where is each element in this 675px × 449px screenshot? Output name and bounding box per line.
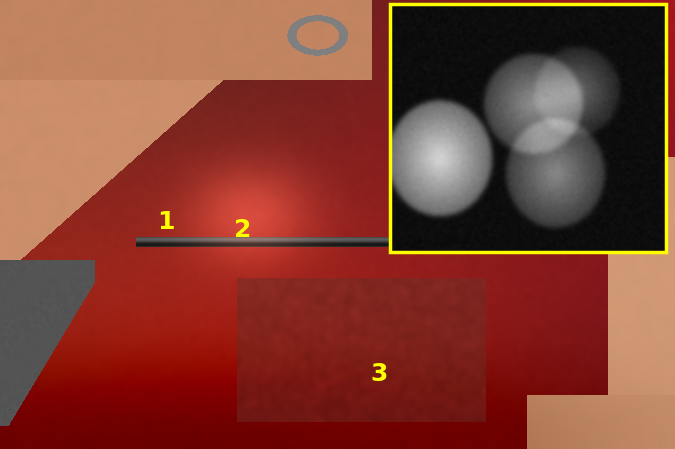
Bar	[390, 4, 666, 252]
Text: 3: 3	[371, 361, 388, 386]
Text: 1: 1	[157, 210, 174, 234]
Text: 2: 2	[234, 218, 252, 242]
